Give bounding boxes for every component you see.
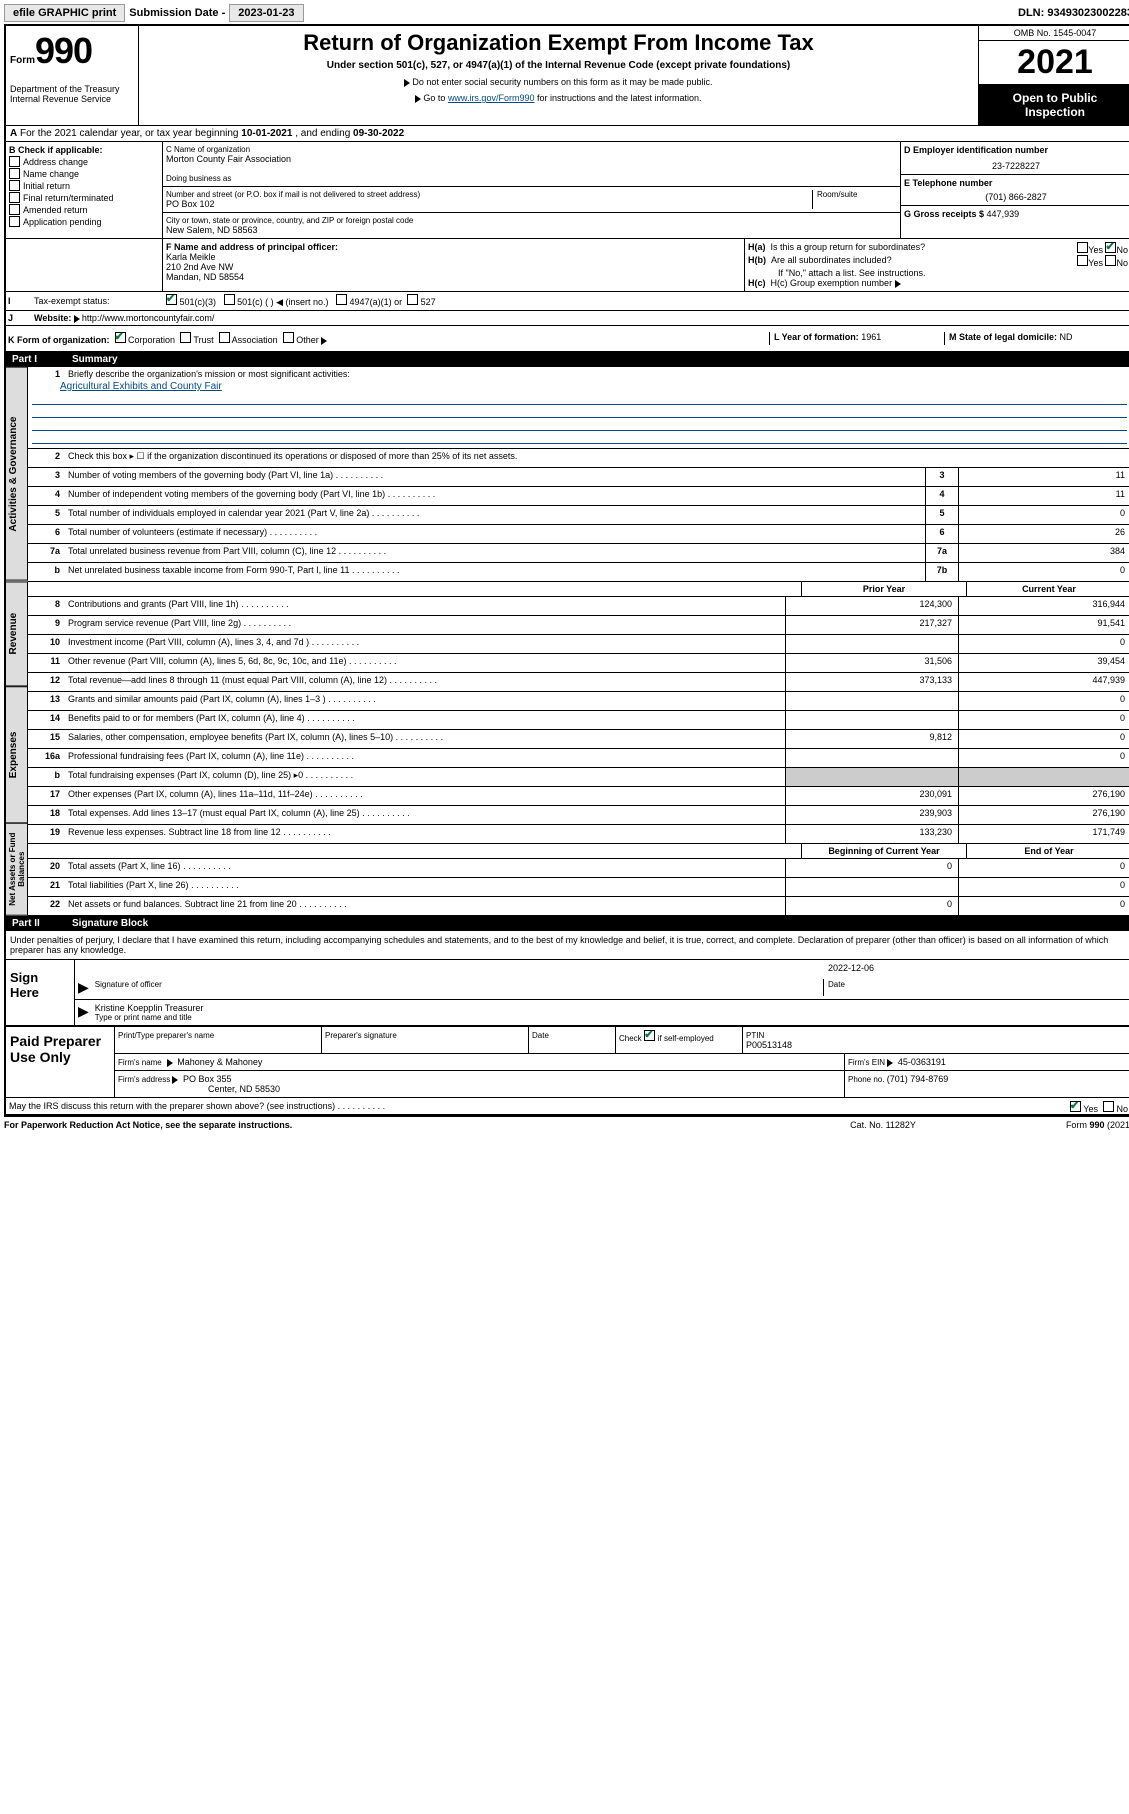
summary-row: 18Total expenses. Add lines 13–17 (must …: [28, 806, 1129, 825]
ptin: P00513148: [746, 1040, 792, 1050]
form-990-page: Form990 Department of the Treasury Inter…: [4, 24, 1129, 1117]
ein: 23-7228227: [904, 161, 1128, 171]
checkbox-icon[interactable]: [9, 204, 20, 215]
omb-number: OMB No. 1545-0047: [979, 26, 1129, 41]
form-subtitle: Under section 501(c), 527, or 4947(a)(1)…: [143, 60, 974, 71]
officer-name-title: Kristine Koepplin Treasurer: [95, 1003, 204, 1013]
summary-row: 3Number of voting members of the governi…: [28, 468, 1129, 487]
section-f: F Name and address of principal officer:…: [163, 239, 745, 291]
inspection-label: Open to Public Inspection: [979, 85, 1129, 125]
irs-link[interactable]: www.irs.gov/Form990: [448, 93, 535, 103]
checkbox-line: Name change: [9, 168, 159, 179]
checkbox-line: Final return/terminated: [9, 192, 159, 203]
checkbox-line: Initial return: [9, 180, 159, 191]
form-id-box: Form990 Department of the Treasury Inter…: [6, 26, 139, 125]
summary-row: 7aTotal unrelated business revenue from …: [28, 544, 1129, 563]
section-d-e-g: D Employer identification number 23-7228…: [901, 142, 1129, 238]
form-of-org: K Form of organization: ✔ Corporation Tr…: [8, 332, 769, 345]
form-title-box: Return of Organization Exempt From Incom…: [139, 26, 979, 125]
firm-ein: 45-0363191: [898, 1057, 946, 1067]
gross-receipts: 447,939: [987, 209, 1020, 219]
page-footer: For Paperwork Reduction Act Notice, see …: [4, 1117, 1129, 1133]
part-2-header: Part II Signature Block: [6, 916, 1129, 931]
tax-year: 2021: [979, 41, 1129, 85]
irs-discuss-line: May the IRS discuss this return with the…: [6, 1097, 1129, 1115]
checkbox-line: Application pending: [9, 216, 159, 227]
preparer-phone: (701) 794-8769: [887, 1074, 949, 1084]
department-label: Department of the Treasury Internal Reve…: [10, 84, 134, 104]
firm-name: Mahoney & Mahoney: [177, 1057, 262, 1067]
form-title: Return of Organization Exempt From Incom…: [143, 30, 974, 56]
checkbox-line: Address change: [9, 156, 159, 167]
year-formation: L Year of formation: 1961: [769, 332, 944, 345]
summary-row: 16aProfessional fundraising fees (Part I…: [28, 749, 1129, 768]
tab-expenses: Expenses: [6, 686, 28, 823]
efile-print-button[interactable]: efile GRAPHIC print: [4, 4, 125, 22]
website-url: http://www.mortoncountyfair.com/: [82, 313, 215, 323]
tab-revenue: Revenue: [6, 581, 28, 686]
summary-row: 10Investment income (Part VIII, column (…: [28, 635, 1129, 654]
summary-row: 13Grants and similar amounts paid (Part …: [28, 692, 1129, 711]
checkbox-icon[interactable]: [9, 156, 20, 167]
summary-row: 20Total assets (Part X, line 16)00: [28, 859, 1129, 878]
summary-row: 22Net assets or fund balances. Subtract …: [28, 897, 1129, 916]
form-instruction-2: Go to www.irs.gov/Form990 for instructio…: [143, 93, 974, 103]
mission-text: Agricultural Exhibits and County Fair: [28, 381, 1129, 392]
summary-row: 5Total number of individuals employed in…: [28, 506, 1129, 525]
summary-row: 11Other revenue (Part VIII, column (A), …: [28, 654, 1129, 673]
summary-row: 9Program service revenue (Part VIII, lin…: [28, 616, 1129, 635]
summary-row: 14Benefits paid to or for members (Part …: [28, 711, 1129, 730]
submission-date-button[interactable]: 2023-01-23: [229, 4, 303, 22]
checkbox-icon[interactable]: [9, 216, 20, 227]
line-a: A For the 2021 calendar year, or tax yea…: [6, 126, 1129, 142]
summary-row: 6Total number of volunteers (estimate if…: [28, 525, 1129, 544]
paid-preparer-block: Paid Preparer Use Only Print/Type prepar…: [6, 1027, 1129, 1097]
summary-row: 19Revenue less expenses. Subtract line 1…: [28, 825, 1129, 844]
section-b: B Check if applicable: Address changeNam…: [6, 142, 163, 238]
section-c: C Name of organization Morton County Fai…: [163, 142, 901, 238]
year-box: OMB No. 1545-0047 2021 Open to Public In…: [979, 26, 1129, 125]
sign-here-block: Sign Here 2022-12-06 ▶ Signature of offi…: [6, 960, 1129, 1027]
checkbox-icon[interactable]: [9, 180, 20, 191]
summary-row: bTotal fundraising expenses (Part IX, co…: [28, 768, 1129, 787]
firm-address: PO Box 355: [183, 1074, 232, 1084]
top-toolbar: efile GRAPHIC print Submission Date - 20…: [4, 4, 1129, 22]
checkbox-line: Amended return: [9, 204, 159, 215]
signature-date: 2022-12-06: [828, 963, 1128, 973]
part-1-header: Part I Summary: [6, 352, 1129, 367]
section-h: H(a) Is this a group return for subordin…: [745, 239, 1129, 291]
city-state-zip: New Salem, ND 58563: [166, 225, 897, 235]
telephone: (701) 866-2827: [904, 192, 1128, 202]
state-domicile: M State of legal domicile: ND: [944, 332, 1129, 345]
org-name: Morton County Fair Association: [166, 154, 897, 164]
summary-row: 4Number of independent voting members of…: [28, 487, 1129, 506]
dln: DLN: 93493023002283: [1018, 7, 1129, 19]
perjury-declaration: Under penalties of perjury, I declare th…: [6, 931, 1129, 960]
street-address: PO Box 102: [166, 199, 812, 209]
tab-activities: Activities & Governance: [6, 367, 28, 581]
summary-row: 21Total liabilities (Part X, line 26)0: [28, 878, 1129, 897]
summary-row: 15Salaries, other compensation, employee…: [28, 730, 1129, 749]
form-instruction-1: Do not enter social security numbers on …: [143, 77, 974, 87]
tax-exempt-status: ✔ 501(c)(3) 501(c) ( ) ◀ (insert no.) 49…: [164, 292, 1129, 310]
checkbox-icon[interactable]: [9, 192, 20, 203]
summary-row: 12Total revenue—add lines 8 through 11 (…: [28, 673, 1129, 692]
summary-row: 8Contributions and grants (Part VIII, li…: [28, 597, 1129, 616]
submission-label: Submission Date -: [129, 7, 225, 19]
summary-row: bNet unrelated business taxable income f…: [28, 563, 1129, 582]
summary-row: 17Other expenses (Part IX, column (A), l…: [28, 787, 1129, 806]
checkbox-icon[interactable]: [9, 168, 20, 179]
tab-net-assets: Net Assets or Fund Balances: [6, 823, 28, 916]
